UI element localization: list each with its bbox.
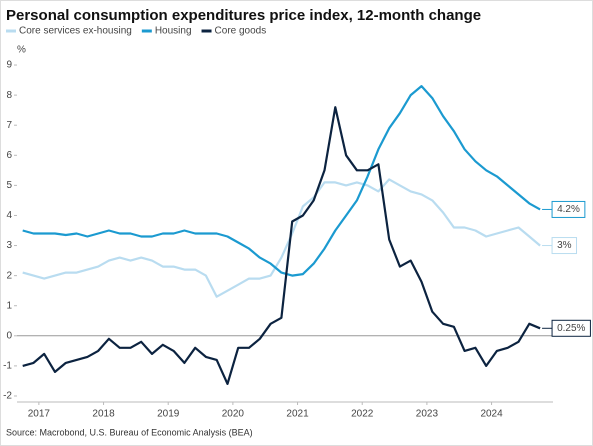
y-tick-label: 3 (6, 240, 12, 251)
y-tick-label: -2 (3, 391, 12, 402)
x-tick-label: 2023 (416, 409, 439, 420)
y-tick-label: 1 (6, 300, 12, 311)
value-label: 3% (557, 240, 572, 251)
value-label-box (551, 200, 586, 218)
y-tick-label: 2 (6, 270, 12, 281)
legend-label: Core goods (215, 26, 267, 37)
y-tick-label: 4 (6, 210, 12, 221)
y-tick-label: 5 (6, 180, 12, 191)
chart-title: Personal consumption expenditures price … (6, 7, 481, 24)
y-tick-label: -1 (3, 361, 12, 372)
source: Source: Macrobond, U.S. Bureau of Econom… (6, 427, 253, 437)
series-line (22, 85, 541, 277)
y-tick-label: 0 (6, 330, 12, 341)
value-label-box (551, 319, 591, 337)
x-tick-label: 2022 (351, 409, 374, 420)
series-line (22, 106, 541, 385)
series-line (22, 178, 541, 298)
legend-label: Housing (155, 26, 192, 37)
x-tick-label: 2024 (480, 409, 503, 420)
y-axis-label: % (17, 45, 26, 56)
x-tick-label: 2017 (28, 409, 51, 420)
x-tick-label: 2018 (92, 409, 115, 420)
x-tick-label: 2021 (286, 409, 309, 420)
y-tick-label: 7 (6, 120, 12, 131)
x-tick-label: 2020 (222, 409, 245, 420)
x-tick-label: 2019 (157, 409, 180, 420)
y-tick-label: 6 (6, 150, 12, 161)
value-label: 0.25% (557, 323, 585, 334)
y-tick-label: 9 (6, 60, 12, 71)
legend-label: Core services ex-housing (19, 26, 132, 37)
value-label-box (551, 237, 578, 255)
value-label: 4.2% (557, 204, 580, 215)
y-tick-label: 8 (6, 90, 12, 101)
